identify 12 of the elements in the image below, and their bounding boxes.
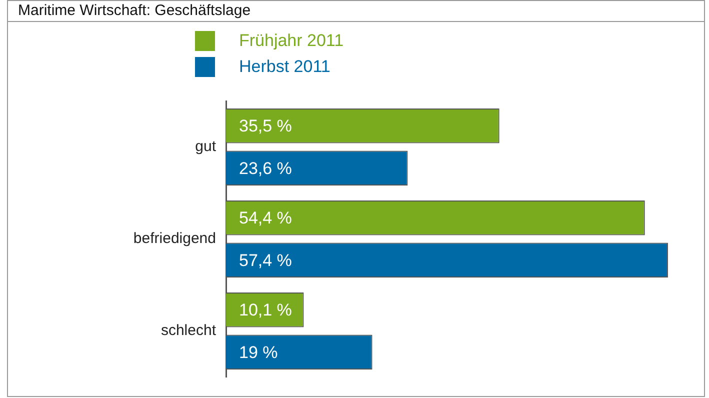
y-tick-label: gut (195, 138, 217, 156)
y-tick-label: schlecht (160, 322, 217, 340)
data-label: 35,5 % (239, 116, 292, 136)
chart-title: Maritime Wirtschaft: Geschäftslage (7, 0, 705, 22)
data-label: 23,6 % (239, 158, 292, 178)
data-label: 57,4 % (239, 250, 292, 270)
data-label: 54,4 % (239, 208, 292, 228)
y-tick-label: befriedigend (133, 230, 216, 248)
data-label: 10,1 % (239, 300, 292, 320)
legend-label: Frühjahr 2011 (239, 31, 344, 51)
data-label: 19 % (239, 342, 278, 362)
legend-label: Herbst 2011 (239, 57, 330, 77)
